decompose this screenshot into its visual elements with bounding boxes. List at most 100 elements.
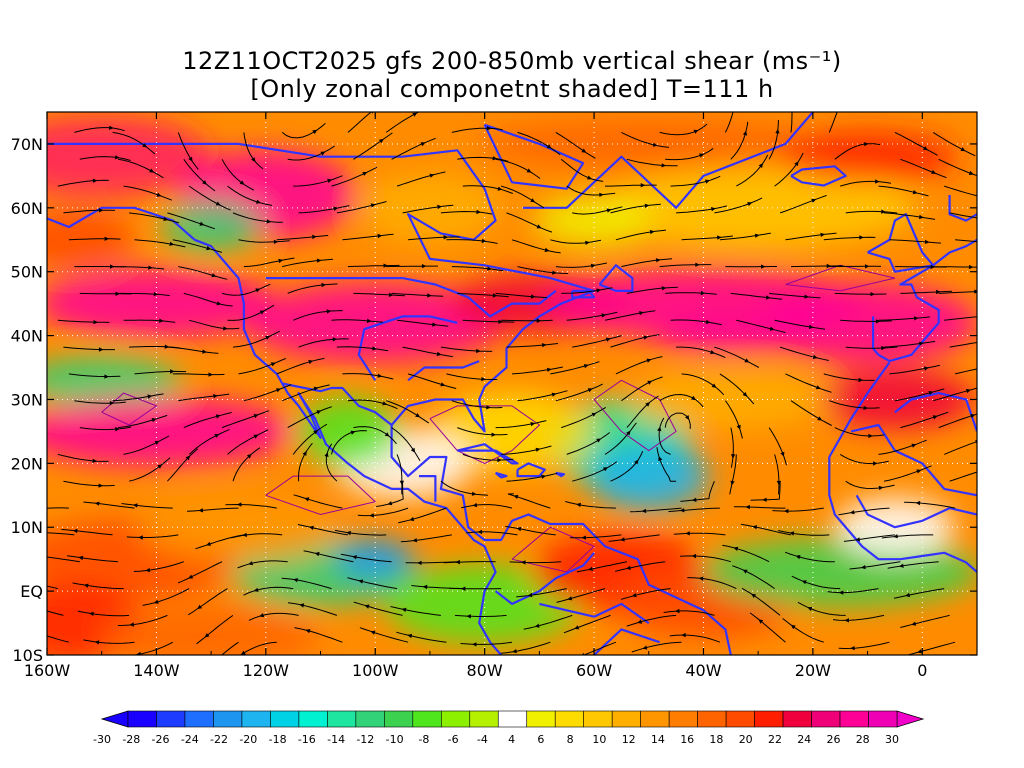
streamline xyxy=(331,430,367,455)
streamline-arrow xyxy=(384,432,390,437)
streamline-arrow xyxy=(807,607,813,611)
streamline xyxy=(565,501,616,509)
streamline xyxy=(845,346,898,349)
colorbar-swatch xyxy=(640,710,670,728)
streamline xyxy=(342,373,394,380)
streamline-arrow xyxy=(912,190,918,195)
streamline-arrow xyxy=(211,273,217,278)
streamline xyxy=(221,410,270,429)
streamline-arrow xyxy=(794,161,799,167)
streamline xyxy=(955,239,977,243)
colorbar-label: 24 xyxy=(797,733,811,746)
coastline xyxy=(265,277,557,318)
streamline-arrow xyxy=(372,346,377,351)
colorbar-swatch xyxy=(668,710,698,728)
longitude-label: 140W xyxy=(133,661,180,680)
streamline xyxy=(659,123,708,136)
streamline-arrow xyxy=(110,264,115,269)
streamline xyxy=(572,206,623,215)
streamline-arrow xyxy=(346,530,351,536)
streamline xyxy=(730,427,734,468)
streamline xyxy=(511,366,563,375)
streamline-arrow xyxy=(527,592,533,598)
streamline-arrow xyxy=(863,142,869,147)
streamline xyxy=(840,319,892,322)
streamline xyxy=(83,501,135,509)
streamline-arrow xyxy=(332,337,338,342)
streamline-arrow xyxy=(471,491,477,496)
colorbar-label: -6 xyxy=(448,733,459,746)
streamline-arrow xyxy=(412,538,418,543)
streamline-arrow xyxy=(316,258,322,263)
streamline-arrow xyxy=(214,434,220,438)
streamline-arrow xyxy=(72,528,78,534)
streamline xyxy=(779,194,827,214)
streamline-arrow xyxy=(640,183,646,188)
streamline-arrow xyxy=(530,294,536,299)
streamline-arrow xyxy=(147,394,153,399)
streamline xyxy=(390,606,441,616)
coastline xyxy=(483,123,585,190)
coastline xyxy=(494,471,508,479)
streamline xyxy=(883,340,936,348)
streamline-arrow xyxy=(157,464,163,469)
streamline xyxy=(172,239,223,253)
streamline-arrow xyxy=(968,264,974,270)
streamline xyxy=(495,292,548,299)
streamline-arrow xyxy=(437,204,442,210)
streamline xyxy=(680,555,731,563)
longitude-label: 160W xyxy=(24,661,71,680)
streamline-arrow xyxy=(159,318,164,323)
streamline xyxy=(829,400,880,409)
streamline xyxy=(670,319,722,326)
streamline-arrow xyxy=(481,377,486,382)
shear-cell xyxy=(630,369,831,430)
streamline-arrow xyxy=(188,156,193,162)
streamline xyxy=(954,368,977,375)
streamline xyxy=(457,156,509,162)
streamline-arrow xyxy=(83,583,89,588)
streamline xyxy=(517,131,561,156)
streamline xyxy=(949,212,977,219)
streamline xyxy=(733,506,786,509)
streamline-arrow xyxy=(299,603,305,608)
streamline-arrow xyxy=(639,311,644,316)
streamline-arrow xyxy=(109,401,115,406)
streamline xyxy=(878,185,929,197)
streamline-arrow xyxy=(855,537,860,542)
streamline xyxy=(112,131,156,155)
streamline-arrow xyxy=(742,569,748,574)
streamline-arrow xyxy=(991,241,996,245)
streamline xyxy=(555,131,596,159)
streamline xyxy=(461,504,513,509)
plot-frame xyxy=(46,111,978,656)
latitude-label: EQ xyxy=(20,582,43,601)
streamline-arrow xyxy=(104,374,109,379)
streamline-arrow xyxy=(92,178,98,183)
colorbar-label: -10 xyxy=(386,733,404,746)
streamline-arrow xyxy=(838,103,842,108)
streamline xyxy=(376,481,404,507)
streamline-arrow xyxy=(606,208,612,213)
streamline-arrow xyxy=(913,316,919,321)
streamline-arrow xyxy=(872,461,878,466)
streamline-arrow xyxy=(603,467,608,472)
streamline-arrow xyxy=(911,621,917,626)
streamline-arrow xyxy=(844,618,849,623)
streamline xyxy=(550,239,602,244)
streamline xyxy=(778,530,830,536)
streamline-arrow xyxy=(377,233,383,239)
streamline xyxy=(887,561,939,569)
streamline-arrow xyxy=(546,144,552,149)
streamline xyxy=(294,627,343,643)
streamline-arrow xyxy=(98,483,104,488)
streamline-arrow xyxy=(477,529,483,535)
streamline-arrow xyxy=(698,576,704,581)
streamline-arrow xyxy=(109,125,114,130)
streamline xyxy=(933,266,977,268)
streamline xyxy=(118,158,164,179)
streamline xyxy=(133,561,184,572)
streamline-arrow xyxy=(711,207,716,212)
streamline-arrow xyxy=(312,129,318,135)
streamline-arrow xyxy=(309,525,314,530)
